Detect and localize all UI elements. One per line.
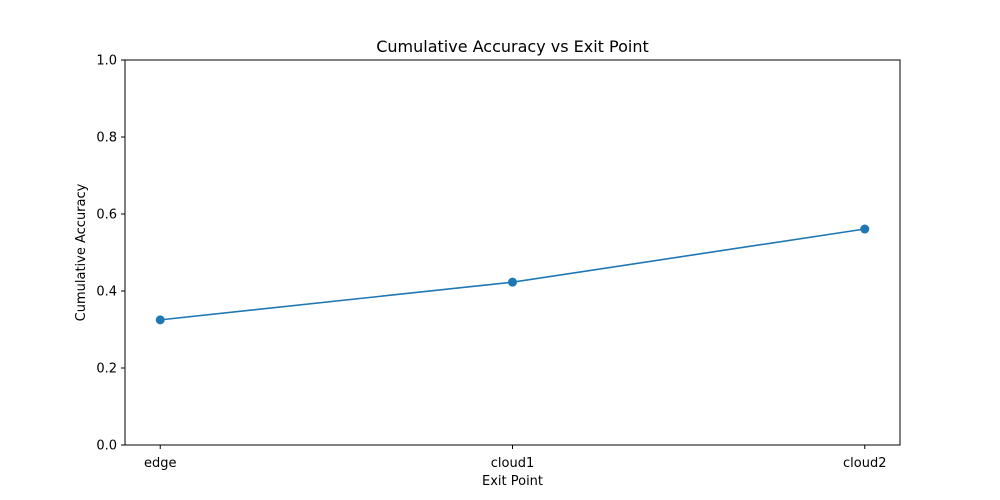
y-tick-label: 1.0 [96, 54, 117, 69]
x-tick-label: cloud1 [491, 456, 534, 471]
x-tick-label: edge [144, 456, 177, 471]
x-axis-label: Exit Point [482, 474, 543, 489]
plot-frame [124, 59, 901, 446]
data-point [860, 224, 870, 234]
plot-background [125, 60, 900, 445]
data-point [508, 277, 517, 287]
x-tick-label: cloud2 [843, 456, 886, 471]
y-tick-label: 0.2 [96, 362, 117, 377]
y-tick-label: 0.8 [96, 131, 117, 146]
y-tick-label: 0.4 [96, 285, 117, 300]
chart-title: Cumulative Accuracy vs Exit Point [376, 37, 649, 56]
marks [155, 224, 870, 325]
y-tick-label: 0.6 [96, 208, 117, 223]
y-axis-ticks: 0.0 0.2 0.4 0.6 0.8 1.0 [96, 54, 125, 454]
x-axis-ticks: edge cloud1 cloud2 [144, 445, 887, 471]
y-tick-label: 0.0 [96, 439, 117, 454]
data-point [155, 315, 165, 325]
y-axis-label: Cumulative Accuracy [74, 183, 89, 321]
